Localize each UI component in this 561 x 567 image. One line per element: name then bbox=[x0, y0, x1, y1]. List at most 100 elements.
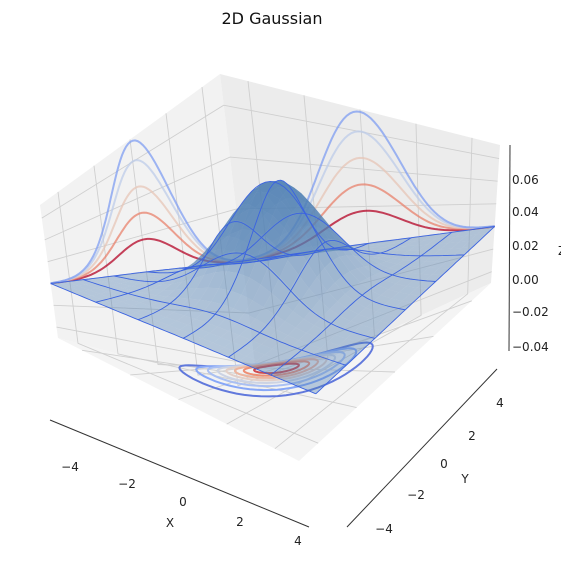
surface-patch bbox=[244, 183, 263, 201]
surface-patch bbox=[271, 369, 291, 380]
surface-patch bbox=[297, 361, 317, 372]
surface-patch bbox=[405, 240, 424, 247]
surface-patch bbox=[427, 238, 446, 245]
surface-patch bbox=[162, 269, 182, 271]
surface-patch bbox=[342, 271, 360, 288]
surface-patch bbox=[358, 249, 377, 252]
surface-patch bbox=[233, 294, 253, 314]
surface-patch bbox=[381, 239, 401, 245]
surface-patch bbox=[239, 328, 259, 340]
surface-patch bbox=[242, 340, 262, 351]
surface-patch bbox=[275, 353, 295, 364]
grid-line-x bbox=[274, 137, 473, 450]
surface-patch bbox=[386, 258, 405, 265]
surface-patch bbox=[346, 255, 365, 269]
surface-patch bbox=[421, 267, 440, 275]
surface-patch bbox=[400, 266, 419, 273]
surface-patch bbox=[267, 182, 288, 200]
surface-patch bbox=[469, 233, 488, 242]
surface-patch bbox=[362, 290, 381, 302]
y-tick-label: 0 bbox=[440, 457, 448, 471]
surface-patch bbox=[443, 248, 462, 255]
surface-patch bbox=[279, 260, 299, 289]
surface-patch bbox=[309, 337, 328, 349]
floor-contour bbox=[216, 353, 337, 385]
surface-patch bbox=[117, 278, 137, 282]
surface-patch bbox=[379, 314, 398, 324]
surface-patch bbox=[324, 323, 344, 335]
surface-patch bbox=[248, 192, 268, 210]
surface-patch bbox=[377, 246, 396, 251]
surface-patch bbox=[306, 201, 325, 223]
surface-patch bbox=[347, 302, 366, 315]
surface-patch bbox=[393, 254, 412, 260]
surface-patch bbox=[364, 265, 382, 275]
surface-patch bbox=[237, 192, 256, 216]
surface-patch bbox=[206, 314, 226, 327]
y-axis-line bbox=[346, 368, 498, 528]
surface-patch bbox=[394, 301, 413, 310]
surface-patch bbox=[389, 264, 408, 271]
surface-patch bbox=[124, 305, 144, 313]
surface-patch bbox=[203, 301, 223, 315]
surface-patch bbox=[98, 276, 118, 281]
surface-patch bbox=[274, 302, 293, 322]
y-tick-label: 2 bbox=[468, 429, 476, 443]
surface-patch bbox=[301, 288, 320, 310]
surface-patch bbox=[219, 271, 239, 291]
surface-patch bbox=[298, 333, 318, 345]
surface-patch bbox=[411, 249, 430, 256]
surface-patch bbox=[446, 254, 465, 262]
surface-patch bbox=[291, 204, 311, 231]
surface-patch bbox=[91, 293, 111, 300]
surface-patch bbox=[165, 312, 185, 321]
surface-patch bbox=[260, 266, 280, 294]
surface-patch bbox=[209, 326, 229, 338]
surface-patch bbox=[129, 296, 149, 303]
surface-patch bbox=[231, 335, 251, 347]
surface-patch bbox=[361, 318, 380, 329]
surface-patch bbox=[58, 281, 78, 287]
surface-patch bbox=[286, 357, 306, 368]
surface-patch bbox=[372, 321, 391, 331]
surface-patch bbox=[439, 261, 458, 269]
surface-patch bbox=[213, 337, 232, 348]
surface-patch bbox=[401, 250, 420, 256]
surface-patch bbox=[268, 359, 287, 370]
surface-patch bbox=[202, 333, 221, 343]
surface-patch bbox=[387, 307, 406, 317]
surface-patch bbox=[406, 280, 425, 288]
y-tick-label: −4 bbox=[375, 522, 393, 536]
surface-patch bbox=[253, 209, 273, 236]
grid-line-z bbox=[44, 156, 498, 241]
z-tick-label: 0.04 bbox=[512, 205, 539, 219]
surface-patch bbox=[152, 284, 172, 291]
grid-line-y bbox=[201, 87, 472, 387]
surface-patch bbox=[244, 300, 264, 319]
surface-patch bbox=[361, 251, 380, 254]
surface-patch bbox=[77, 284, 97, 290]
surface-patch bbox=[350, 314, 369, 325]
surface-patch bbox=[385, 275, 404, 284]
surface-patch bbox=[436, 254, 455, 262]
z-tick-label: −0.04 bbox=[512, 340, 549, 354]
surface-patch bbox=[355, 295, 374, 308]
z-axis-line bbox=[508, 144, 511, 352]
surface-patch bbox=[277, 321, 296, 336]
grid-line-z bbox=[47, 203, 497, 263]
surface-patch bbox=[313, 242, 332, 268]
surface-patch bbox=[139, 316, 158, 325]
surface-patch bbox=[82, 278, 102, 284]
surface-patch bbox=[265, 215, 285, 247]
z-tick-label: 0.02 bbox=[512, 239, 539, 253]
chart-title: 2D Gaussian bbox=[222, 9, 323, 28]
surface-patch bbox=[335, 239, 354, 256]
y-axis-label: Y bbox=[460, 472, 469, 486]
surface-patch bbox=[287, 187, 306, 204]
surface-patch bbox=[260, 365, 280, 376]
surface-patch bbox=[395, 241, 414, 247]
surface-patch bbox=[96, 286, 116, 292]
x-tick-label: 2 bbox=[236, 515, 244, 529]
surface-patch bbox=[290, 367, 309, 379]
